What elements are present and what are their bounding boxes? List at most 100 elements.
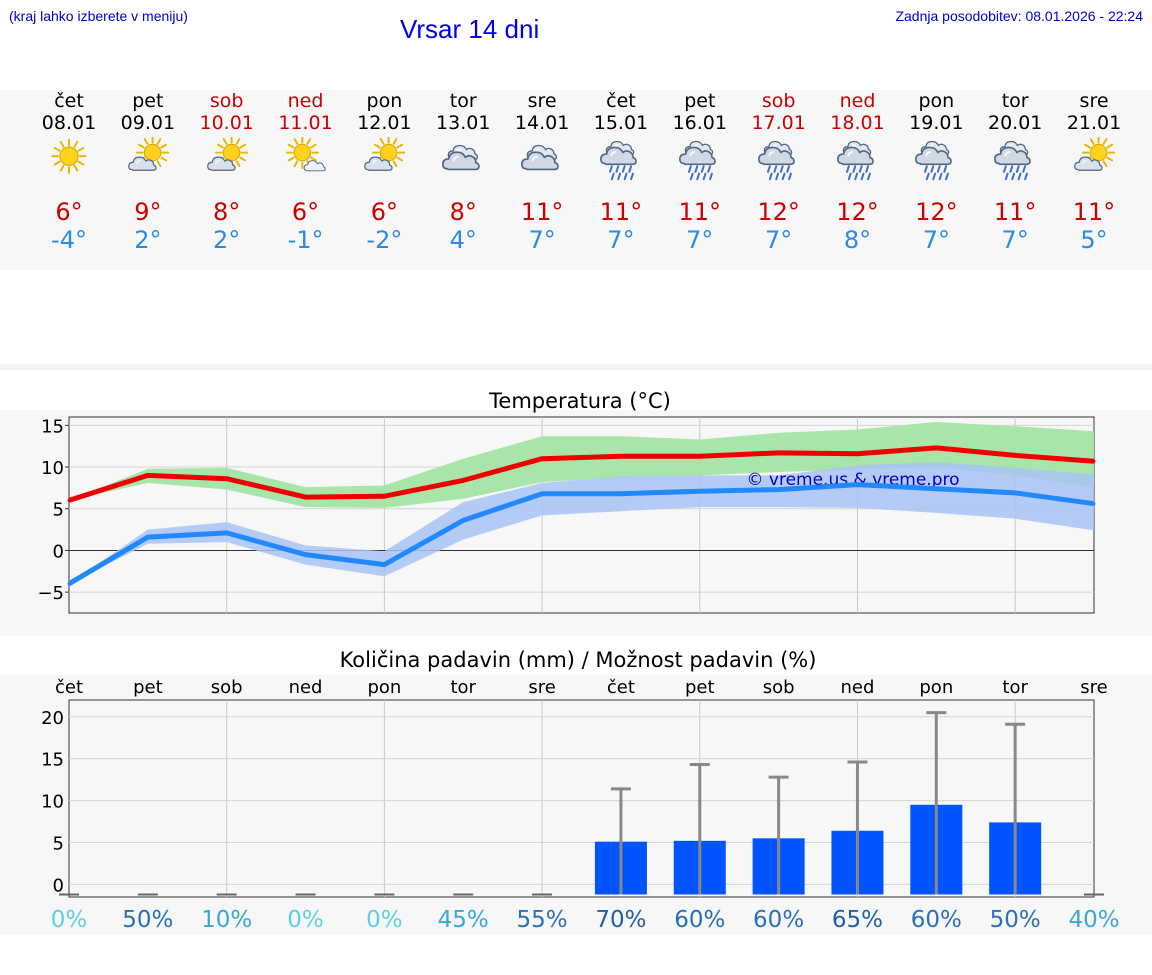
cloud-highlight: [214, 159, 220, 165]
day-name: tor: [1001, 90, 1029, 112]
rain-drop: [943, 165, 948, 173]
rain-drop: [1005, 172, 1009, 181]
sun-ray: [1106, 156, 1114, 162]
precip-chance-label: 0%: [366, 907, 403, 933]
cloud-highlight: [531, 155, 538, 162]
precip-chance-label: 10%: [201, 907, 252, 933]
day-date: 17.01: [751, 112, 806, 134]
sun-ray: [305, 138, 311, 145]
min-temperature-point: [540, 492, 544, 496]
rain-drop: [707, 165, 711, 173]
sun-shape: [372, 137, 406, 170]
y-tick-label: −5: [37, 583, 64, 604]
rain-drop: [1003, 165, 1008, 173]
rain-drop: [851, 165, 856, 173]
x-category-label: sre: [528, 677, 555, 698]
max-temperature-point: [1013, 453, 1017, 457]
precipitation-chart: Količina padavin (mm) / Možnost padavin …: [0, 648, 1152, 935]
min-temperature: 4°: [449, 226, 477, 254]
day-name: pon: [918, 90, 955, 112]
cloud-shape: [303, 160, 326, 172]
day-date: 13.01: [436, 112, 491, 134]
sun-shape: [135, 137, 170, 170]
sun-ray: [238, 143, 246, 149]
precip-chance-label: 50%: [122, 907, 173, 933]
sun-ray: [73, 164, 79, 172]
precip-chance-label: 60%: [753, 907, 804, 933]
rain-drop: [615, 165, 620, 173]
rain-drops: [845, 165, 871, 181]
rain-drop: [1009, 165, 1014, 173]
cloud-highlight: [309, 162, 313, 167]
day-date: 10.01: [199, 112, 254, 134]
max-temperature: 11°: [993, 198, 1037, 226]
cloud-outline: [1074, 156, 1103, 171]
x-category-label: ned: [289, 677, 323, 698]
rain-drop: [708, 172, 713, 181]
max-temperature-point: [461, 478, 465, 482]
min-temperature-point: [619, 492, 623, 496]
sun-ray: [309, 143, 317, 149]
day-name: čet: [606, 90, 636, 112]
y-tick-label: 20: [41, 708, 64, 729]
rain-drop: [1024, 172, 1029, 181]
cloud-shape: [127, 156, 157, 171]
min-temperature-point: [461, 518, 465, 522]
min-temperature: 8°: [843, 226, 872, 254]
section-divider: [0, 364, 1152, 370]
sun-ray: [393, 138, 398, 145]
sun-ray: [235, 138, 241, 145]
min-temperature-point: [382, 563, 386, 567]
day-date: 20.01: [987, 112, 1043, 134]
sun-ray: [160, 156, 167, 162]
cloud-shape: [364, 156, 394, 171]
precip-chance-label: 60%: [911, 907, 962, 933]
day-date: 19.01: [909, 112, 964, 134]
min-temperature: 7°: [686, 226, 714, 254]
rain-drop: [621, 165, 626, 173]
day-column: sre 21.01 11° 5°: [1054, 90, 1134, 270]
sun-disc: [59, 146, 79, 166]
day-name: pet: [132, 90, 164, 112]
x-category-label: ned: [841, 677, 875, 698]
day-column: ned 11.01 6° -1°: [266, 90, 346, 270]
rain-drop: [939, 172, 943, 181]
day-date: 21.01: [1066, 112, 1122, 134]
max-temperature: 12°: [915, 198, 958, 226]
rain-drop: [630, 172, 634, 181]
precip-chance-label: 55%: [517, 907, 568, 933]
rain-drop: [773, 165, 777, 173]
rain-drop: [617, 172, 622, 181]
rain-drop: [700, 165, 705, 173]
sun-disc: [380, 143, 398, 162]
x-category-label: pon: [919, 677, 953, 698]
max-temperature-point: [855, 452, 859, 456]
day-name: pet: [684, 90, 716, 112]
x-category-label: pet: [133, 677, 163, 698]
day-column: sre 14.01 11° 7°: [502, 90, 582, 270]
rain-icon: [915, 140, 953, 181]
max-temperature-point: [540, 457, 544, 461]
cloud-shape: [994, 146, 1032, 166]
y-tick-label: 0: [53, 875, 64, 896]
cloud-highlight: [768, 151, 774, 157]
cloud-outline: [442, 151, 480, 171]
sun-disc: [222, 143, 241, 162]
min-temperature: 7°: [528, 226, 556, 254]
cloud-shape: [1074, 156, 1103, 171]
rain-drop: [1017, 172, 1022, 181]
rain-drop: [930, 165, 935, 173]
sun-ray: [393, 160, 398, 168]
rain-drop: [945, 172, 950, 181]
min-temperature: 7°: [765, 226, 793, 254]
x-category-label: pon: [367, 677, 401, 698]
cloud-outline: [836, 146, 874, 166]
sun-ray: [293, 160, 298, 168]
min-temperature: -4°: [51, 226, 87, 254]
max-temperature-line: [68, 445, 1095, 503]
cloud-shape: [757, 146, 795, 166]
rain-drop: [768, 172, 773, 181]
sun-ray: [396, 143, 404, 149]
day-column: sob 10.01 8° 2°: [187, 90, 267, 270]
day-column: ned 18.01 12° 8°: [818, 90, 898, 270]
